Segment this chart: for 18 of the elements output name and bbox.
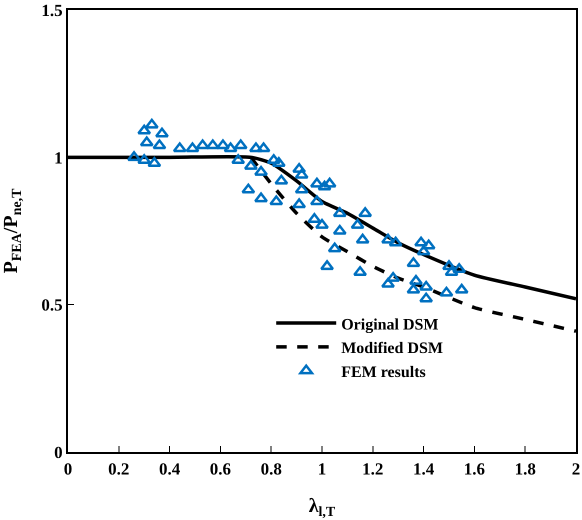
x-tick-label: 0.4 [158, 459, 181, 478]
legend-label: Original DSM [341, 316, 439, 334]
x-tick-label: 2 [572, 459, 580, 478]
x-tick-label: 1 [318, 459, 326, 478]
x-tick-label: 1.2 [362, 459, 384, 478]
y-tick-label: 1.5 [41, 0, 63, 20]
x-tick-label: 0.6 [210, 459, 232, 478]
y-tick-label: 0 [54, 442, 63, 462]
x-tick-label: 0.2 [108, 459, 130, 478]
y-tick-label: 1 [54, 148, 63, 168]
x-tick-label: 1.4 [412, 459, 435, 478]
x-tick-label: 0.8 [260, 459, 282, 478]
x-tick-label: 1.6 [464, 459, 486, 478]
x-tick-label: 1.8 [514, 459, 536, 478]
x-axis-title: λ$_{l,T}$ [308, 494, 336, 520]
legend-label: Modified DSM [341, 340, 443, 358]
legend-label: FEM results [341, 364, 426, 381]
y-tick-label: 0.5 [41, 296, 63, 315]
